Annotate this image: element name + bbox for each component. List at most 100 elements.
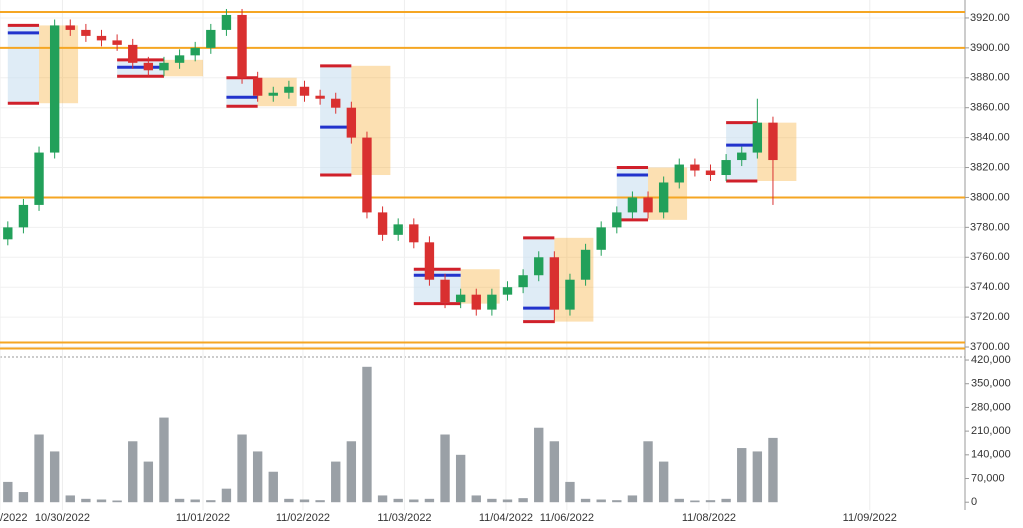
y-tick-label: 3800.00 [970,191,1010,203]
volume-tick-label: 210,000 [971,425,1011,437]
volume-bar [81,498,91,503]
volume-tick-label: 350,000 [971,378,1011,390]
volume-bar [752,451,763,503]
candle-body [221,14,232,30]
volume-tick-label: 70,000 [971,472,1005,484]
volume-bar [206,500,216,503]
y-tick-label: 3700.00 [970,341,1010,353]
x-tick-label: 11/03/2022 [377,512,431,524]
candle-body [393,224,403,235]
volume-tick-label: 280,000 [971,401,1011,413]
candle-body [284,86,294,93]
candle-body [190,47,200,56]
candle-body [658,182,669,213]
volume-bar [565,481,575,503]
candle-body [518,275,528,288]
volume-tick-label: 140,000 [971,449,1011,461]
candle-body [643,197,653,213]
candle-body [752,122,763,153]
x-tick-label: 11/08/2022 [682,512,736,524]
candle-body [174,55,185,63]
y-tick-label: 3900.00 [970,42,1010,54]
candle-body [705,170,716,176]
y-tick-label: 3920.00 [970,12,1010,24]
candle-body [534,257,544,276]
value-area [7,25,40,104]
volume-bar [221,488,232,503]
y-tick-label: 3720.00 [970,311,1010,323]
candle-body [252,77,263,96]
x-tick-label: 11/09/2022 [843,512,897,524]
candle-body [565,279,575,310]
volume-bar [487,498,497,503]
volume-bar [737,448,747,503]
candle-body [206,29,216,48]
candle-body [96,35,107,41]
volume-bar [721,498,731,503]
volume-bar [674,498,684,503]
volume-tick-label: 420,000 [971,354,1011,366]
volume-bar [627,495,638,503]
volume-bar [377,495,388,503]
candle-body [65,25,75,30]
volume-bar [174,498,185,503]
candle-body [627,197,638,213]
x-tick-label: 10/30/2022 [35,512,90,524]
volume-bar [331,461,341,503]
candle-body [346,107,357,138]
volume-bar [96,499,107,503]
volume-bar [409,499,419,503]
volume-bar [49,451,60,503]
volume-tick-label: 0 [971,496,977,508]
volume-bar [690,500,700,503]
volume-bar [658,461,669,503]
candle-body [268,92,278,96]
candle-body [409,224,419,243]
volume-bar [580,498,591,503]
volume-bar [159,417,169,503]
candle-body [3,227,13,240]
candle-body [237,14,247,78]
x-tick-label: 11/06/2022 [540,512,594,524]
candle-body [424,242,435,280]
volume-bar [284,498,294,503]
y-tick-label: 3840.00 [970,132,1010,144]
candle-body [315,95,325,99]
volume-bar [252,451,263,503]
candle-body [455,294,466,303]
volume-bar [268,471,278,503]
x-tick-label: /2022 [0,512,28,524]
volume-bar [190,499,200,503]
candle-body [674,164,684,183]
candle-body [299,86,310,96]
y-tick-label: 3740.00 [970,281,1010,293]
y-tick-label: 3780.00 [970,221,1010,233]
candle-body [440,279,450,303]
x-tick-label: 11/04/2022 [479,512,533,524]
volume-bar [643,441,653,503]
candle-body [471,294,481,310]
x-tick-label: 11/01/2022 [176,512,230,524]
y-tick-label: 3760.00 [970,251,1010,263]
candle-body [612,212,622,228]
candle-body [737,152,747,161]
volume-bar [596,499,606,503]
candle-body [18,204,29,228]
candle-body [159,62,169,71]
volume-bar [440,434,450,503]
volume-bar [534,427,544,503]
candle-body [502,287,513,295]
volume-bar [455,454,466,503]
volume-bar [393,498,403,503]
volume-bar [768,437,778,503]
volume-bar [471,495,481,503]
candle-body [721,160,731,176]
volume-bar [237,434,247,503]
candle-body [487,294,497,310]
volume-bar [502,499,513,503]
volume-bar [346,441,357,503]
candle-body [690,164,700,171]
candle-body [81,29,91,36]
value-area [320,65,352,176]
